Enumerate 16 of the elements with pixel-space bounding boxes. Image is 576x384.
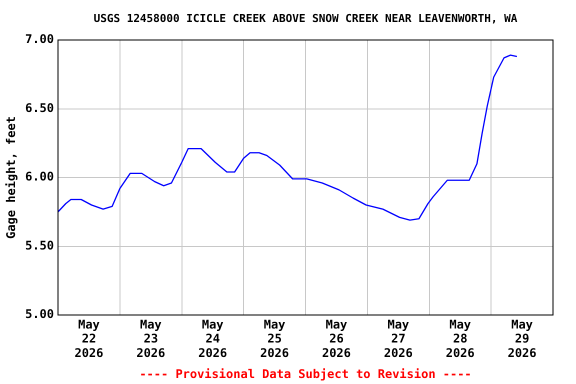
y-tick-label: 5.00: [25, 307, 54, 322]
x-tick-label: May 23 2026: [136, 317, 166, 360]
chart-title: USGS 12458000 ICICLE CREEK ABOVE SNOW CREEK NEAR LEAVENWORTH, WA: [94, 12, 518, 25]
y-tick-label: 6.50: [25, 100, 54, 115]
y-axis-title: Gage height, feet: [4, 116, 18, 239]
y-tick-label: 6.00: [25, 170, 54, 184]
x-tick-label: May 28 2026: [446, 317, 475, 360]
y-tick-label: 5.50: [25, 238, 54, 252]
x-tick-label: May 25 2026: [260, 317, 290, 360]
y-tick-label: 7.00: [25, 32, 54, 46]
x-tick-label: May 24 2026: [198, 317, 228, 360]
x-tick-label: May 26 2026: [322, 317, 351, 360]
x-tick-label: May 29 2026: [508, 317, 537, 360]
x-tick-label: May 22 2026: [74, 317, 104, 360]
x-tick-label: May 27 2026: [384, 317, 413, 360]
text: ---- Provisional Data Subject to Revision ----: [139, 367, 472, 382]
